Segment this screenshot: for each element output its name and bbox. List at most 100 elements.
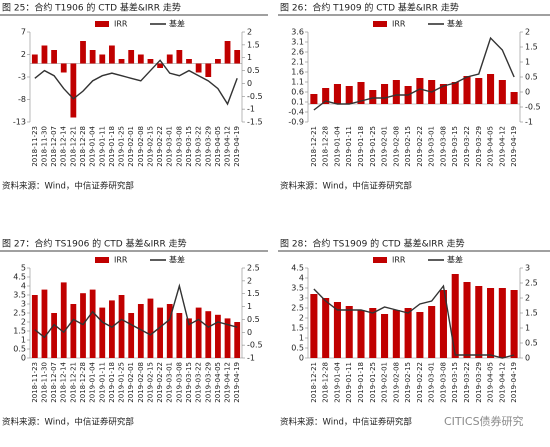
x-tick-label: 2019-01-25 [118, 362, 126, 403]
y-tick-label: 4 [21, 282, 26, 291]
x-tick-label: 2018-12-07 [50, 126, 58, 167]
x-tick-label: 2019-03-29 [204, 126, 212, 167]
bar [186, 318, 192, 358]
y2-tick-label: 1.5 [525, 43, 538, 52]
bar [333, 84, 341, 104]
y2-tick-label: 3 [525, 264, 530, 273]
bar [392, 80, 400, 104]
y2-tick-label: -1 [525, 118, 533, 127]
bar [333, 302, 341, 358]
x-tick-label: 2018-12-21 [310, 362, 318, 403]
legend-label: IRR [392, 20, 406, 29]
legend-label: 基差 [169, 19, 185, 29]
y2-tick-label: 0.5 [525, 339, 538, 348]
bar [215, 314, 221, 358]
y2-tick-label: 0 [247, 79, 252, 88]
caption: 图 27：合约 TS1906 的 CTD 基差&IRR 走势 [2, 238, 187, 250]
x-tick-label: 2019-01-04 [333, 361, 341, 402]
legend-label: 基差 [447, 255, 463, 265]
bar [205, 311, 212, 358]
y-tick-label: 3.6 [291, 28, 304, 37]
bar [157, 63, 163, 68]
y2-tick-label: 1.5 [247, 289, 260, 298]
bar [234, 322, 241, 358]
x-tick-label: 2019-01-11 [98, 126, 106, 167]
x-tick-label: 2019-04-05 [214, 362, 222, 403]
y2-tick-label: 0 [247, 328, 252, 337]
y2-tick-label: 0 [525, 354, 530, 363]
bar [369, 90, 377, 104]
bar [224, 41, 231, 64]
x-tick-label: 2019-03-29 [204, 362, 212, 403]
x-tick-label: 2019-03-22 [463, 362, 471, 403]
x-tick-label: 2019-01-04 [89, 361, 97, 402]
x-tick-label: 2019-02-08 [392, 362, 400, 403]
legend-swatch [373, 257, 387, 263]
legend-label: IRR [392, 256, 406, 265]
bar [234, 50, 241, 64]
y2-tick-label: 0.5 [247, 66, 260, 75]
bar [176, 313, 183, 358]
x-tick-label: 2018-12-21 [69, 362, 77, 403]
x-tick-label: 2019-02-01 [381, 126, 389, 167]
x-tick-label: 2019-01-18 [357, 126, 365, 167]
x-tick-label: 2019-03-22 [195, 362, 203, 403]
x-tick-label: 2019-03-22 [463, 126, 471, 167]
x-tick-label: 2019-02-08 [137, 362, 145, 403]
x-tick-label: 2019-02-01 [127, 362, 135, 403]
line-series [34, 283, 238, 339]
x-tick-label: 2019-01-11 [345, 362, 353, 403]
bar [89, 50, 96, 64]
x-tick-label: 2019-01-04 [333, 125, 341, 166]
bar [498, 80, 506, 104]
y-tick-label: 1.5 [291, 324, 304, 333]
bar [166, 304, 173, 358]
bar [99, 54, 106, 64]
bar [451, 274, 459, 358]
y-tick-label: 4.5 [291, 264, 304, 273]
x-tick-label: 2019-03-01 [428, 126, 436, 167]
x-tick-label: 2019-04-05 [487, 126, 495, 167]
x-tick-label: 2019-01-18 [357, 362, 365, 403]
bar [345, 86, 353, 104]
caption: 图 26：合约 T1909 的 CTD 基差&IRR 走势 [280, 2, 459, 14]
y-tick-label: 2.6 [291, 48, 304, 57]
x-tick-label: 2019-02-01 [127, 126, 135, 167]
y2-tick-label: -1.5 [247, 118, 263, 127]
y-tick-label: 0.1 [291, 98, 304, 107]
y2-tick-label: 1.5 [247, 40, 260, 49]
x-tick-label: 2019-02-22 [156, 362, 164, 403]
y2-tick-label: 2 [247, 276, 252, 285]
legend-swatch [373, 21, 387, 27]
bar [404, 308, 412, 358]
y-tick-label: 0 [21, 354, 26, 363]
legend-swatch [95, 21, 109, 27]
bar [428, 306, 436, 358]
bar [195, 63, 202, 73]
x-tick-label: 2019-03-15 [185, 126, 193, 167]
x-tick-label: 2019-04-05 [487, 362, 495, 403]
bar [99, 307, 106, 358]
y-tick-label: 1 [299, 334, 304, 343]
bar [109, 300, 115, 358]
bar [137, 304, 144, 358]
legend-label: 基差 [447, 19, 463, 29]
y-tick-label: 1.5 [13, 327, 26, 336]
y2-tick-label: -0.5 [247, 92, 263, 101]
source: 资料来源：Wind，中信证券研究部 [280, 181, 412, 192]
x-tick-label: 2019-02-01 [381, 362, 389, 403]
bar [176, 50, 183, 64]
y-tick-label: -0.9 [288, 118, 304, 127]
x-tick-label: 2019-03-29 [475, 126, 483, 167]
x-tick-label: 2019-01-11 [345, 126, 353, 167]
x-tick-label: 2019-03-01 [166, 362, 174, 403]
y-tick-label: 2 [21, 318, 26, 327]
line-series [34, 59, 238, 106]
line-series [313, 284, 515, 359]
bar [381, 84, 389, 104]
x-tick-label: 2019-04-12 [224, 126, 232, 167]
y2-tick-label: 2.5 [247, 264, 260, 273]
bar [89, 289, 96, 358]
